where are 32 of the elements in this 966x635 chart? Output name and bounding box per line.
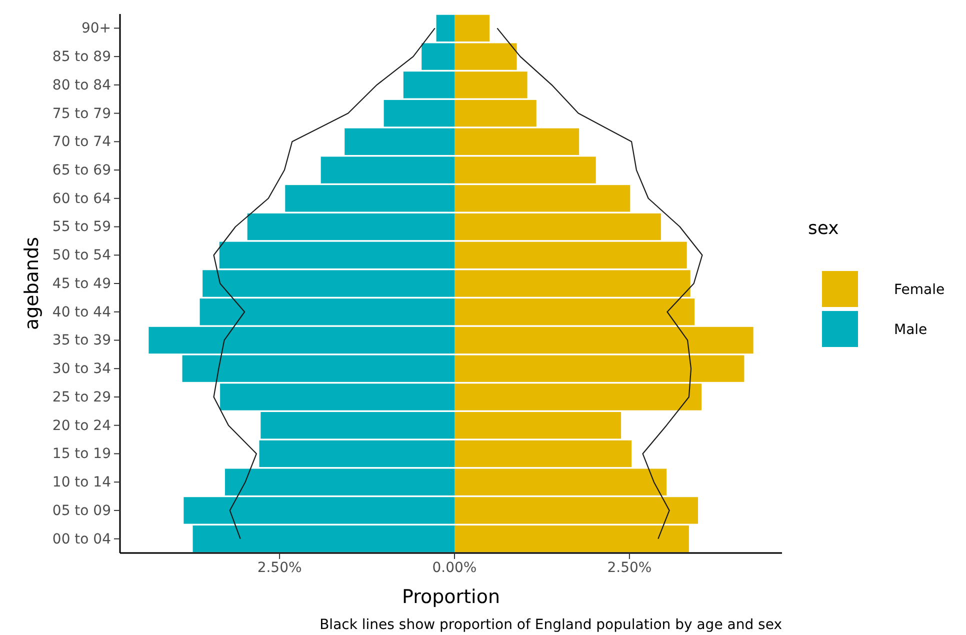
y-tick-label: 55 to 59 [52, 219, 111, 236]
x-tick-label: 2.50% [257, 560, 302, 576]
bar [247, 213, 454, 240]
bar [148, 326, 454, 354]
y-tick-label: 05 to 09 [52, 502, 111, 519]
y-tick-label: 10 to 14 [52, 474, 112, 491]
y-tick-label: 60 to 64 [52, 190, 112, 207]
y-tick-label: 75 to 79 [52, 106, 111, 122]
y-tick-label: 40 to 44 [52, 304, 112, 320]
y-tick-label: 50 to 54 [52, 248, 112, 264]
x-tick-label: 0.00% [432, 560, 477, 576]
y-axis-title: agebands [21, 236, 43, 330]
legend-title: sex [808, 218, 840, 239]
y-tick-label: 70 to 74 [52, 134, 112, 150]
x-tick-label: 2.50% [607, 560, 652, 576]
bar [454, 213, 661, 240]
y-tick-label: 65 to 69 [52, 162, 111, 179]
y-tick-label: 30 to 34 [52, 361, 112, 378]
y-tick-label: 00 to 04 [52, 531, 112, 548]
y-tick-label: 35 to 39 [52, 332, 111, 349]
y-tick-label: 20 to 24 [52, 418, 112, 434]
y-tick-label: 45 to 49 [52, 276, 111, 292]
y-tick-label: 80 to 84 [52, 77, 112, 94]
text: Female [894, 282, 945, 298]
x-axis-title: Proportion [402, 586, 500, 608]
y-tick-label: 25 to 29 [52, 389, 111, 406]
text: Black lines show proportion of England population by age and sex [320, 617, 782, 633]
y-tick-label: 90+ [81, 20, 111, 37]
y-tick-label: 85 to 89 [52, 49, 111, 66]
bar [454, 326, 754, 354]
y-tick-label: 15 to 19 [52, 446, 111, 462]
text: Male [894, 322, 928, 338]
